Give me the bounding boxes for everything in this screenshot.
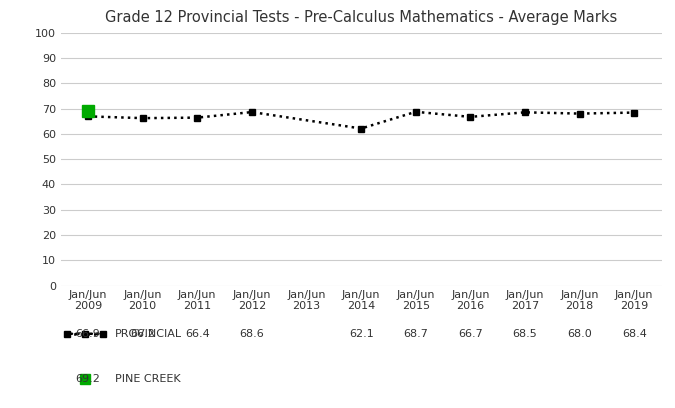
Text: 68.0: 68.0	[567, 329, 592, 339]
PROVINCIAL	[248, 110, 256, 115]
Text: 68.4: 68.4	[622, 329, 647, 339]
Text: 66.9: 66.9	[76, 329, 101, 339]
Text: 68.7: 68.7	[403, 329, 428, 339]
PROVINCIAL	[412, 109, 420, 114]
Text: PROVINCIAL: PROVINCIAL	[115, 329, 182, 339]
Line: PROVINCIAL: PROVINCIAL	[84, 109, 638, 132]
PROVINCIAL	[466, 114, 475, 119]
PROVINCIAL	[84, 114, 92, 119]
Text: 68.5: 68.5	[512, 329, 537, 339]
Text: 69.2: 69.2	[76, 375, 101, 384]
PROVINCIAL	[630, 110, 639, 115]
Text: 66.7: 66.7	[458, 329, 483, 339]
Text: 66.2: 66.2	[130, 329, 155, 339]
Title: Grade 12 Provincial Tests - Pre-Calculus Mathematics - Average Marks: Grade 12 Provincial Tests - Pre-Calculus…	[105, 9, 617, 24]
PROVINCIAL	[521, 110, 529, 115]
PROVINCIAL	[138, 116, 146, 121]
PROVINCIAL	[357, 126, 365, 131]
Text: 66.4: 66.4	[185, 329, 210, 339]
Text: 68.6: 68.6	[240, 329, 265, 339]
PROVINCIAL	[576, 111, 584, 116]
Text: PINE CREEK: PINE CREEK	[115, 375, 180, 384]
PROVINCIAL	[193, 115, 201, 120]
Text: 62.1: 62.1	[349, 329, 373, 339]
